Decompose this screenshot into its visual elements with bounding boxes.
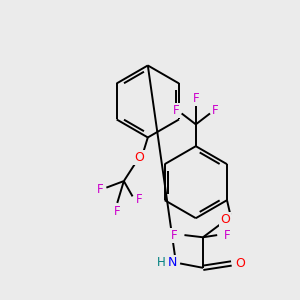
Text: F: F (193, 92, 199, 105)
Text: F: F (212, 104, 219, 117)
Text: F: F (171, 229, 178, 242)
Text: O: O (134, 151, 144, 164)
Text: H: H (157, 256, 166, 269)
Text: F: F (97, 183, 103, 196)
Text: N: N (168, 256, 177, 269)
Text: O: O (220, 213, 230, 226)
Text: F: F (224, 229, 230, 242)
Text: F: F (136, 193, 142, 206)
Text: O: O (235, 257, 245, 270)
Text: F: F (114, 205, 121, 218)
Text: F: F (173, 104, 179, 117)
